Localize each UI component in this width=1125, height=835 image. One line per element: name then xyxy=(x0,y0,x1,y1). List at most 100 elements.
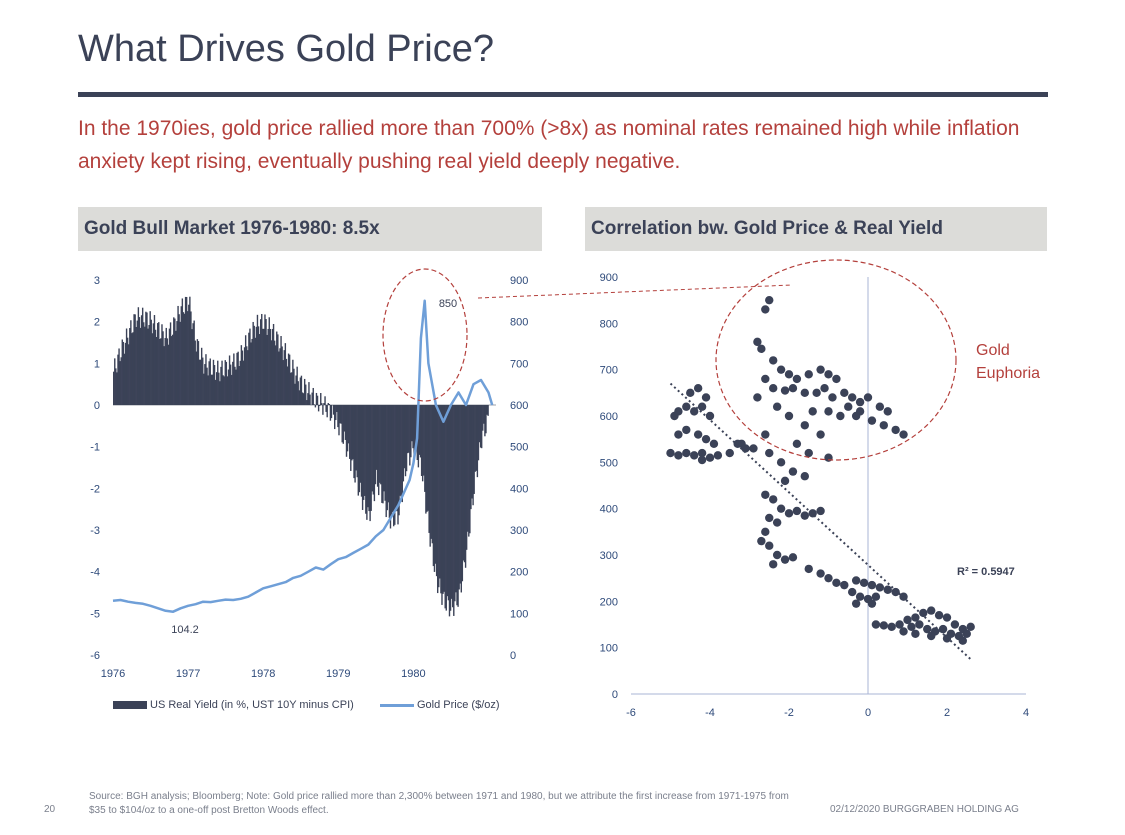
real-yield-bar xyxy=(191,329,193,405)
real-yield-bar xyxy=(217,360,219,405)
scatter-point xyxy=(816,365,825,374)
real-yield-bar xyxy=(439,405,441,579)
scatter-point xyxy=(697,402,707,411)
right-y-tick-label: 600 xyxy=(510,400,528,412)
scatter-point xyxy=(670,411,679,421)
real-yield-bar xyxy=(249,328,251,405)
real-yield-bar xyxy=(270,340,273,405)
real-yield-bar xyxy=(358,405,361,493)
real-yield-bar xyxy=(365,405,367,514)
real-yield-bar xyxy=(376,405,379,487)
real-yield-bar xyxy=(461,405,464,582)
real-yield-bar xyxy=(411,405,413,442)
real-yield-bar xyxy=(403,405,406,469)
real-yield-bar xyxy=(397,405,399,525)
real-yield-bar xyxy=(330,405,333,419)
real-yield-bar xyxy=(383,405,385,492)
real-yield-bar xyxy=(409,405,411,466)
real-yield-bar xyxy=(241,350,244,405)
scatter-point xyxy=(804,448,813,458)
scatter-point xyxy=(800,472,809,481)
scatter-point xyxy=(942,613,952,622)
scatter-point xyxy=(879,621,888,630)
legend-bar-swatch xyxy=(113,701,147,709)
real-yield-bar xyxy=(427,405,429,511)
real-yield-bar xyxy=(328,403,331,405)
scatter-point xyxy=(824,407,833,416)
scatter-point xyxy=(958,636,967,645)
scatter-point xyxy=(761,305,770,314)
page-number: 20 xyxy=(44,804,56,815)
scatter-point xyxy=(713,451,723,460)
scatter-point xyxy=(934,611,944,620)
real-yield-bar xyxy=(214,379,217,405)
real-yield-bar xyxy=(326,405,328,418)
real-yield-bar xyxy=(352,405,354,460)
real-yield-bar xyxy=(449,405,452,611)
scatter-point xyxy=(824,573,833,583)
real-yield-bar xyxy=(404,405,407,477)
real-yield-bar xyxy=(232,361,234,405)
real-yield-bar xyxy=(299,377,302,405)
scatter-point xyxy=(887,622,896,632)
scatter-point xyxy=(927,631,936,641)
scatter-point xyxy=(859,578,869,587)
real-yield-bar xyxy=(453,405,455,616)
real-yield-bar xyxy=(418,405,421,455)
real-yield-bar xyxy=(368,405,370,512)
real-yield-bar xyxy=(256,314,259,405)
real-yield-bar xyxy=(444,405,446,609)
real-yield-bar xyxy=(393,405,395,527)
right-y-tick-label: 200 xyxy=(510,567,528,579)
scatter-point xyxy=(950,620,960,629)
scatter-y-tick-label: 400 xyxy=(600,504,618,516)
real-yield-bar xyxy=(339,405,341,424)
real-yield-bar xyxy=(320,392,322,405)
real-yield-bar xyxy=(187,311,189,405)
scatter-point xyxy=(863,393,873,402)
scatter-point xyxy=(780,555,790,564)
real-yield-bar xyxy=(334,405,336,430)
real-yield-bar xyxy=(148,324,150,405)
real-yield-bar xyxy=(373,405,376,502)
real-yield-bar xyxy=(273,340,276,405)
scatter-point xyxy=(776,458,786,467)
real-yield-bar xyxy=(371,405,373,492)
real-yield-bar xyxy=(200,347,203,405)
real-yield-bar xyxy=(429,405,431,547)
real-yield-bar xyxy=(176,321,178,405)
real-yield-bar xyxy=(152,323,155,405)
real-yield-bar xyxy=(389,405,392,529)
real-yield-bar xyxy=(344,405,347,440)
scatter-point xyxy=(761,490,770,499)
real-yield-bar xyxy=(440,405,442,594)
scatter-point xyxy=(875,402,885,411)
real-yield-bar xyxy=(456,405,458,606)
real-yield-bar xyxy=(343,405,346,432)
real-yield-bar xyxy=(219,381,221,405)
real-yield-bar xyxy=(229,364,232,405)
real-yield-bar xyxy=(165,327,167,405)
real-yield-bar xyxy=(306,400,308,405)
real-yield-bar xyxy=(227,369,230,405)
slide-title: What Drives Gold Price? xyxy=(78,28,495,70)
real-yield-bar xyxy=(460,405,462,593)
scatter-point xyxy=(753,393,762,402)
real-yield-bar xyxy=(168,328,171,405)
scatter-x-tick-label: 4 xyxy=(1023,707,1029,719)
scatter-point xyxy=(800,421,809,430)
left-y-tick-label: 3 xyxy=(94,275,100,287)
slide-subtitle: In the 1970ies, gold price rallied more … xyxy=(78,117,1020,173)
right-y-tick-label: 800 xyxy=(510,317,528,329)
scatter-x-tick-label: 2 xyxy=(944,707,950,719)
real-yield-bar xyxy=(113,371,115,405)
real-yield-bar xyxy=(483,405,485,424)
right-y-tick-label: 700 xyxy=(510,358,528,370)
real-yield-bar xyxy=(463,405,466,563)
real-yield-bar xyxy=(235,369,237,405)
scatter-y-tick-label: 700 xyxy=(600,365,618,377)
scatter-point xyxy=(840,580,849,590)
scatter-point xyxy=(769,356,778,365)
real-yield-bar xyxy=(208,361,210,405)
scatter-point xyxy=(867,599,877,608)
